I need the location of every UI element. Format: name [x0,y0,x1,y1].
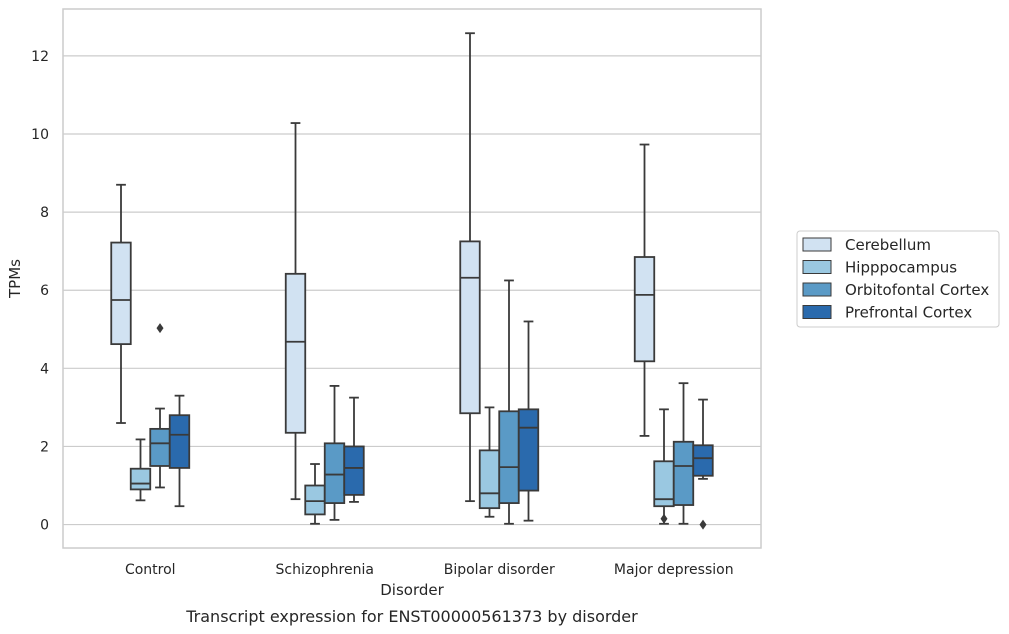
box-orbitofontal-cortex [323,385,346,521]
legend-swatch [802,260,832,274]
outlier-point [156,323,164,334]
legend: Cerebellum Hipppocampus Orbitofontal Corte… [796,230,1000,328]
y-tick-label: 8 [40,205,49,221]
chart-caption: Transcript expression for ENST0000056137… [185,607,638,626]
y-tick-label: 4 [40,361,49,377]
x-tick-label: Bipolar disorder [444,562,555,578]
box-iqr [343,445,365,496]
legend-label: Orbitofontal Cortex [845,281,989,299]
legend-swatch [802,237,832,252]
legend-frame [796,230,1000,328]
box-iqr [110,241,132,346]
x-tick-label: Major depression [614,562,734,578]
y-tick-label: 2 [40,439,49,455]
box-cerebellum [110,183,132,424]
outlier-point [699,519,707,530]
box-prefrontal-cortex [343,396,365,503]
box-iqr [323,442,346,504]
y-tick-label: 0 [40,518,49,534]
box-prefrontal-cortex [692,398,714,530]
x-axis-title: Disorder [380,581,444,599]
y-tick-label: 10 [31,127,49,143]
x-tick-label: Schizophrenia [276,562,374,578]
box-iqr [304,484,326,516]
box-iqr [149,427,171,467]
box-prefrontal-cortex [168,394,191,508]
y-tick-label: 6 [40,283,49,299]
x-tick-label: Control [125,562,176,578]
box-orbitofontal-cortex [498,279,520,525]
y-axis-title: TPMs [6,259,24,299]
box-iqr [284,272,307,434]
box-iqr [633,256,656,363]
y-tick-label: 12 [31,49,49,65]
box-iqr [517,408,540,492]
box-iqr [459,240,481,415]
box-iqr [478,449,501,510]
box-hipppocampus [129,438,152,502]
box-iqr [498,410,520,504]
legend-label: Hipppocampus [845,259,957,277]
box-orbitofontal-cortex [149,323,171,489]
box-cerebellum [459,32,481,503]
outlier-point [660,513,668,524]
box-hipppocampus [478,406,501,518]
box-orbitofontal-cortex [672,382,695,525]
box-cerebellum [633,143,656,437]
box-iqr [168,414,191,469]
box-hipppocampus [653,408,675,525]
legend-label: Prefrontal Cortex [845,304,972,322]
box-iqr [129,467,152,491]
box-cerebellum [284,122,307,501]
legend-swatch [802,282,832,297]
plot-area-frame [62,8,762,549]
box-hipppocampus [304,463,326,525]
box-prefrontal-cortex [517,320,540,522]
box-iqr [672,440,695,506]
legend-label: Cerebellum [845,236,931,254]
box-iqr [692,444,714,477]
legend-swatch [802,305,832,319]
